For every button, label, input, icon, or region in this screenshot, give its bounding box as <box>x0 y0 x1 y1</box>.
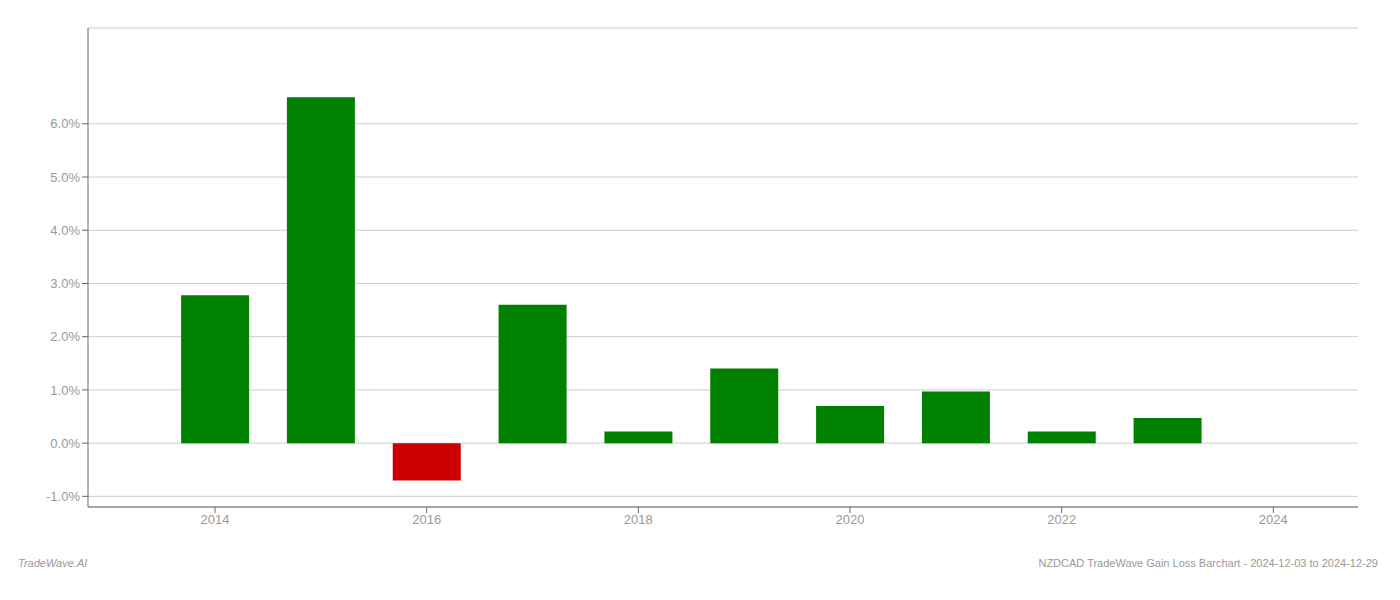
svg-text:-1.0%: -1.0% <box>46 489 80 504</box>
svg-text:6.0%: 6.0% <box>50 116 80 131</box>
svg-text:0.0%: 0.0% <box>50 436 80 451</box>
svg-text:2016: 2016 <box>412 512 441 527</box>
svg-text:2024: 2024 <box>1259 512 1288 527</box>
svg-text:2.0%: 2.0% <box>50 329 80 344</box>
svg-text:2020: 2020 <box>836 512 865 527</box>
html-text:TradeWave.AI: TradeWave.AI <box>18 557 88 569</box>
svg-text:3.0%: 3.0% <box>50 276 80 291</box>
svg-text:5.0%: 5.0% <box>50 170 80 185</box>
svg-text:2018: 2018 <box>624 512 653 527</box>
svg-text:1.0%: 1.0% <box>50 383 80 398</box>
html-text:NZDCAD TradeWave Gain Loss Bar: NZDCAD TradeWave Gain Loss Barchart - 20… <box>1038 557 1378 569</box>
svg-text:4.0%: 4.0% <box>50 223 80 238</box>
svg-text:2022: 2022 <box>1047 512 1076 527</box>
svg-text:2014: 2014 <box>201 512 230 527</box>
